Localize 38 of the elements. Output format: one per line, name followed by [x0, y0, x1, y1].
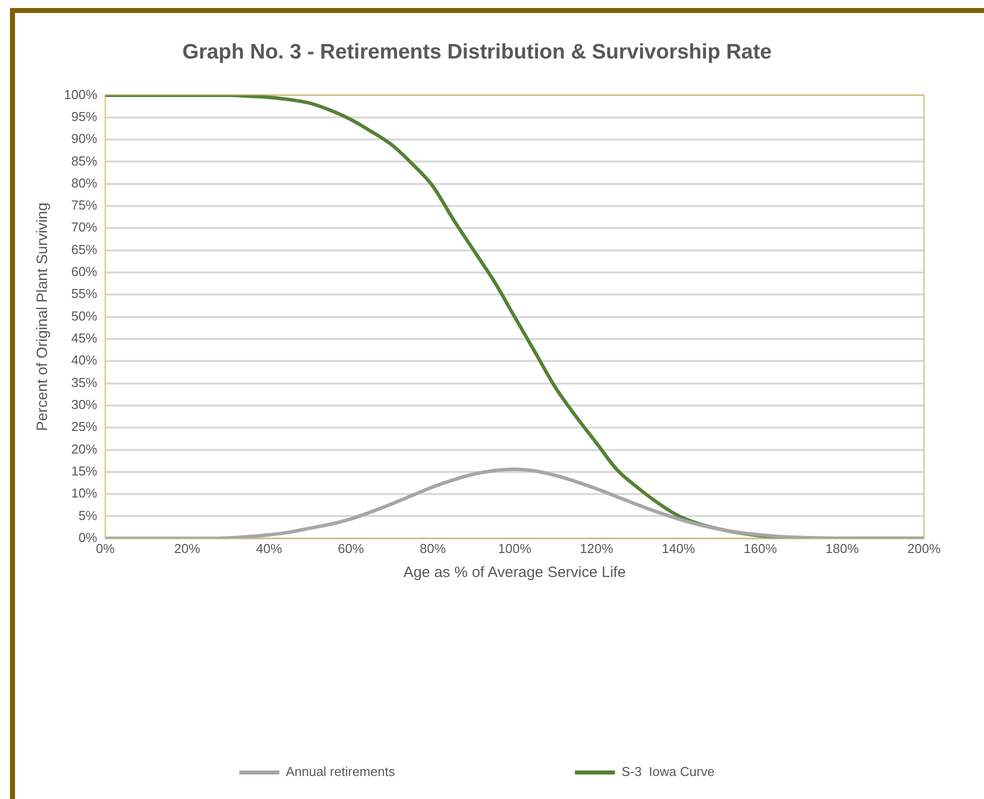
- y-tick-label: 15%: [71, 464, 98, 478]
- x-tick-label: 20%: [174, 540, 201, 556]
- y-tick-label: 80%: [71, 175, 98, 190]
- x-axis-title: Age as % of Average Service Life: [403, 564, 626, 582]
- x-tick-label: 120%: [580, 540, 614, 556]
- y-tick-label: 75%: [71, 198, 98, 213]
- y-tick-label: 100%: [64, 86, 98, 102]
- y-tick-label: 55%: [71, 286, 98, 302]
- x-tick-label: 160%: [744, 540, 778, 556]
- x-tick-label: 100%: [498, 540, 532, 556]
- x-tick-label: 0%: [96, 540, 116, 556]
- y-tick-label: 5%: [78, 508, 98, 523]
- y-tick-label: 65%: [71, 242, 98, 257]
- y-tick-label: 45%: [71, 330, 98, 346]
- chart-title: Graph No. 3 - Retirements Distribution & Survivorship Rate: [182, 40, 772, 64]
- y-tick-label: 30%: [71, 397, 98, 412]
- y-axis-title: Percent of Original Plant Surviving: [34, 202, 52, 432]
- y-tick-label: 70%: [71, 220, 98, 235]
- y-tick-label: 0%: [78, 530, 98, 545]
- y-tick-label: 20%: [71, 441, 98, 456]
- y-tick-label: 50%: [71, 308, 98, 324]
- y-tick-label: 60%: [71, 264, 98, 280]
- x-tick-label: 60%: [338, 540, 364, 556]
- x-tick-label: 180%: [826, 540, 860, 556]
- x-tick-label: 40%: [256, 540, 282, 556]
- y-tick-label: 85%: [71, 153, 98, 168]
- x-tick-label: 200%: [907, 540, 942, 556]
- y-tick-label: 90%: [71, 131, 98, 146]
- x-tick-label: 80%: [420, 540, 446, 556]
- y-tick-label: 35%: [71, 374, 98, 390]
- line-series: [105, 468, 924, 538]
- legend-label: S-3 Iowa Curve: [621, 764, 715, 780]
- y-tick-label: 40%: [71, 352, 98, 368]
- y-tick-label: 25%: [71, 419, 98, 434]
- y-tick-label: 10%: [71, 486, 98, 501]
- y-tick-label: 95%: [71, 108, 98, 124]
- legend-label: Annual retirements: [286, 764, 396, 780]
- x-tick-label: 140%: [662, 540, 696, 556]
